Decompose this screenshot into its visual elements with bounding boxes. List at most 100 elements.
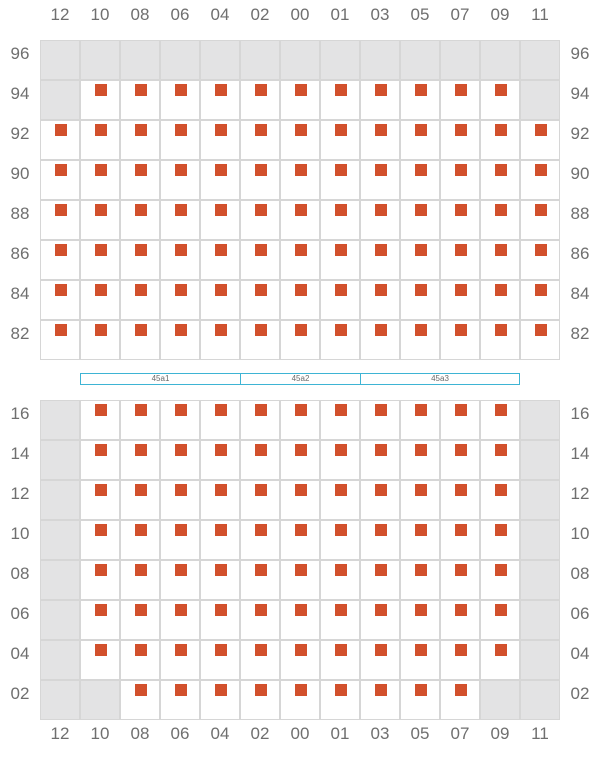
seat-marker[interactable] [295, 164, 307, 176]
seat-marker[interactable] [255, 84, 267, 96]
seat-marker[interactable] [175, 204, 187, 216]
seat-cell[interactable] [120, 520, 160, 560]
seat-marker[interactable] [55, 164, 67, 176]
seat-cell[interactable] [120, 640, 160, 680]
seat-cell[interactable] [400, 200, 440, 240]
seat-marker[interactable] [335, 684, 347, 696]
seat-cell[interactable] [320, 560, 360, 600]
seat-cell[interactable] [520, 120, 560, 160]
seat-cell[interactable] [240, 680, 280, 720]
seat-cell[interactable] [480, 400, 520, 440]
seat-cell[interactable] [80, 440, 120, 480]
seat-marker[interactable] [375, 684, 387, 696]
seat-cell[interactable] [240, 320, 280, 360]
seat-cell[interactable] [320, 200, 360, 240]
seat-cell[interactable] [240, 640, 280, 680]
seat-marker[interactable] [135, 204, 147, 216]
seat-marker[interactable] [495, 484, 507, 496]
seat-cell[interactable] [80, 560, 120, 600]
seat-cell[interactable] [160, 240, 200, 280]
seat-cell[interactable] [80, 640, 120, 680]
seat-marker[interactable] [495, 524, 507, 536]
seat-cell[interactable] [280, 200, 320, 240]
seat-cell[interactable] [520, 160, 560, 200]
seat-cell[interactable] [400, 520, 440, 560]
seat-marker[interactable] [455, 484, 467, 496]
seat-cell[interactable] [320, 120, 360, 160]
seat-marker[interactable] [295, 404, 307, 416]
seat-cell[interactable] [440, 600, 480, 640]
section-bar-45a3[interactable]: 45a3 [360, 373, 520, 385]
seat-marker[interactable] [215, 164, 227, 176]
seat-cell[interactable] [120, 320, 160, 360]
seat-cell[interactable] [160, 200, 200, 240]
seat-marker[interactable] [95, 324, 107, 336]
seat-marker[interactable] [495, 444, 507, 456]
seat-cell[interactable] [400, 120, 440, 160]
seat-marker[interactable] [255, 284, 267, 296]
seat-cell[interactable] [400, 280, 440, 320]
seat-marker[interactable] [95, 484, 107, 496]
seat-cell[interactable] [360, 520, 400, 560]
seat-marker[interactable] [55, 244, 67, 256]
seat-cell[interactable] [400, 680, 440, 720]
seat-marker[interactable] [215, 324, 227, 336]
seat-marker[interactable] [295, 444, 307, 456]
seat-cell[interactable] [200, 120, 240, 160]
seat-marker[interactable] [375, 484, 387, 496]
seat-cell[interactable] [400, 480, 440, 520]
seat-marker[interactable] [375, 444, 387, 456]
seat-marker[interactable] [215, 124, 227, 136]
seat-marker[interactable] [295, 204, 307, 216]
seat-cell[interactable] [480, 120, 520, 160]
seat-marker[interactable] [255, 124, 267, 136]
seat-cell[interactable] [440, 640, 480, 680]
seat-marker[interactable] [375, 604, 387, 616]
seat-marker[interactable] [455, 324, 467, 336]
seat-cell[interactable] [120, 600, 160, 640]
seat-cell[interactable] [80, 120, 120, 160]
seat-cell[interactable] [280, 120, 320, 160]
seat-cell[interactable] [200, 240, 240, 280]
seat-cell[interactable] [80, 320, 120, 360]
seat-cell[interactable] [400, 400, 440, 440]
seat-cell[interactable] [480, 600, 520, 640]
seat-marker[interactable] [335, 324, 347, 336]
seat-marker[interactable] [95, 204, 107, 216]
seat-marker[interactable] [215, 484, 227, 496]
seat-cell[interactable] [80, 200, 120, 240]
seat-cell[interactable] [360, 320, 400, 360]
seat-cell[interactable] [40, 120, 80, 160]
seat-cell[interactable] [400, 440, 440, 480]
seat-cell[interactable] [480, 480, 520, 520]
seat-cell[interactable] [480, 280, 520, 320]
seat-marker[interactable] [255, 204, 267, 216]
seat-marker[interactable] [415, 244, 427, 256]
seat-cell[interactable] [160, 520, 200, 560]
seat-marker[interactable] [135, 284, 147, 296]
seat-marker[interactable] [135, 404, 147, 416]
seat-marker[interactable] [55, 204, 67, 216]
seat-marker[interactable] [255, 444, 267, 456]
seat-cell[interactable] [80, 600, 120, 640]
seat-cell[interactable] [320, 600, 360, 640]
seat-marker[interactable] [135, 244, 147, 256]
seat-marker[interactable] [455, 604, 467, 616]
seat-cell[interactable] [80, 280, 120, 320]
seat-marker[interactable] [95, 524, 107, 536]
seat-marker[interactable] [375, 204, 387, 216]
seat-marker[interactable] [135, 484, 147, 496]
seat-cell[interactable] [400, 240, 440, 280]
seat-cell[interactable] [120, 120, 160, 160]
seat-marker[interactable] [135, 324, 147, 336]
seat-marker[interactable] [215, 284, 227, 296]
seat-marker[interactable] [375, 524, 387, 536]
seat-cell[interactable] [280, 480, 320, 520]
seat-marker[interactable] [175, 124, 187, 136]
seat-marker[interactable] [375, 564, 387, 576]
seat-marker[interactable] [495, 84, 507, 96]
seat-cell[interactable] [80, 240, 120, 280]
seat-cell[interactable] [440, 440, 480, 480]
seat-marker[interactable] [455, 684, 467, 696]
seat-marker[interactable] [255, 524, 267, 536]
